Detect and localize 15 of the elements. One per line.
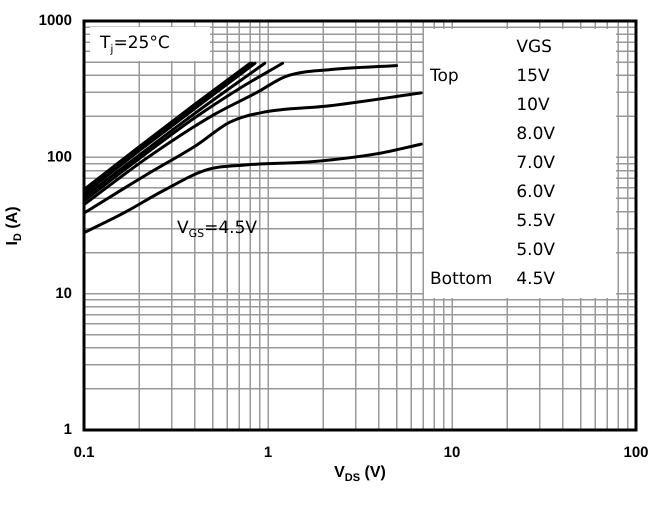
annotation: Top [429, 65, 460, 88]
legend-panel: VGS Top 15V 10V 8.0V 7.0V 6.0V 5.5V 5.0V Bottom 4.5V [424, 29, 616, 298]
annotation: Bottom [429, 268, 494, 291]
x-axis-title: V$_{DS}$ (V) [334, 464, 386, 484]
x-tick-label: 0.1 [74, 444, 94, 462]
annotation: V$_{GS}$=4.5V [176, 218, 258, 240]
y-tick-label: 10 [55, 284, 72, 302]
y-tick-label: 1 [64, 421, 72, 438]
annotation: T$_{j}$=25°C [90, 27, 210, 62]
x-tick-label: 10 [444, 444, 460, 462]
x-tick-label: 100 [623, 444, 649, 462]
y-tick-label: 100 [46, 148, 72, 166]
x-tick-label: 1 [264, 444, 272, 462]
legend-title: VGS [515, 36, 553, 59]
y-tick-label: 1000 [38, 12, 72, 30]
